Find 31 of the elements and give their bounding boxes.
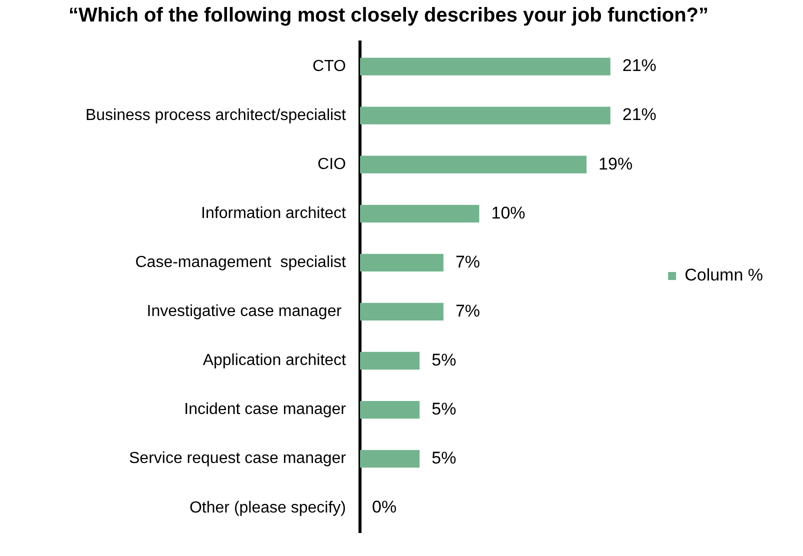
bar xyxy=(360,254,444,272)
chart-title: “Which of the following most closely describes your job function?” xyxy=(68,4,709,27)
bar xyxy=(360,352,420,370)
bar xyxy=(360,302,444,321)
data-label: 0% xyxy=(372,498,397,517)
data-label: 19% xyxy=(598,154,633,174)
data-label: 5% xyxy=(432,399,456,418)
bar xyxy=(360,58,610,76)
data-label: 21% xyxy=(622,56,656,76)
data-label: 21% xyxy=(622,105,656,124)
legend-label: Column % xyxy=(684,266,764,285)
y-tick-label: Application architect xyxy=(202,352,347,370)
data-label: 7% xyxy=(455,301,480,320)
data-label: 5% xyxy=(432,448,456,468)
data-label: 10% xyxy=(491,203,526,222)
bar xyxy=(360,106,610,124)
bar xyxy=(360,204,480,222)
bar xyxy=(360,156,587,174)
y-tick-label: Other (please specify) xyxy=(189,499,346,516)
bar xyxy=(360,450,420,468)
y-tick-label: Incident case manager xyxy=(184,401,347,418)
y-tick-label: Business process architect/specialist xyxy=(85,106,347,124)
data-label: 5% xyxy=(432,350,456,370)
y-tick-label: Case-management specialist xyxy=(135,254,347,272)
y-tick-label: Investigative case manager xyxy=(146,303,346,320)
y-tick-label: Information architect xyxy=(201,205,347,222)
bar xyxy=(360,400,420,419)
data-label: 7% xyxy=(455,252,480,272)
y-tick-label: CTO xyxy=(312,58,346,75)
y-tick-label: CIO xyxy=(318,156,346,174)
y-tick-label: Service request case manager xyxy=(129,450,347,468)
